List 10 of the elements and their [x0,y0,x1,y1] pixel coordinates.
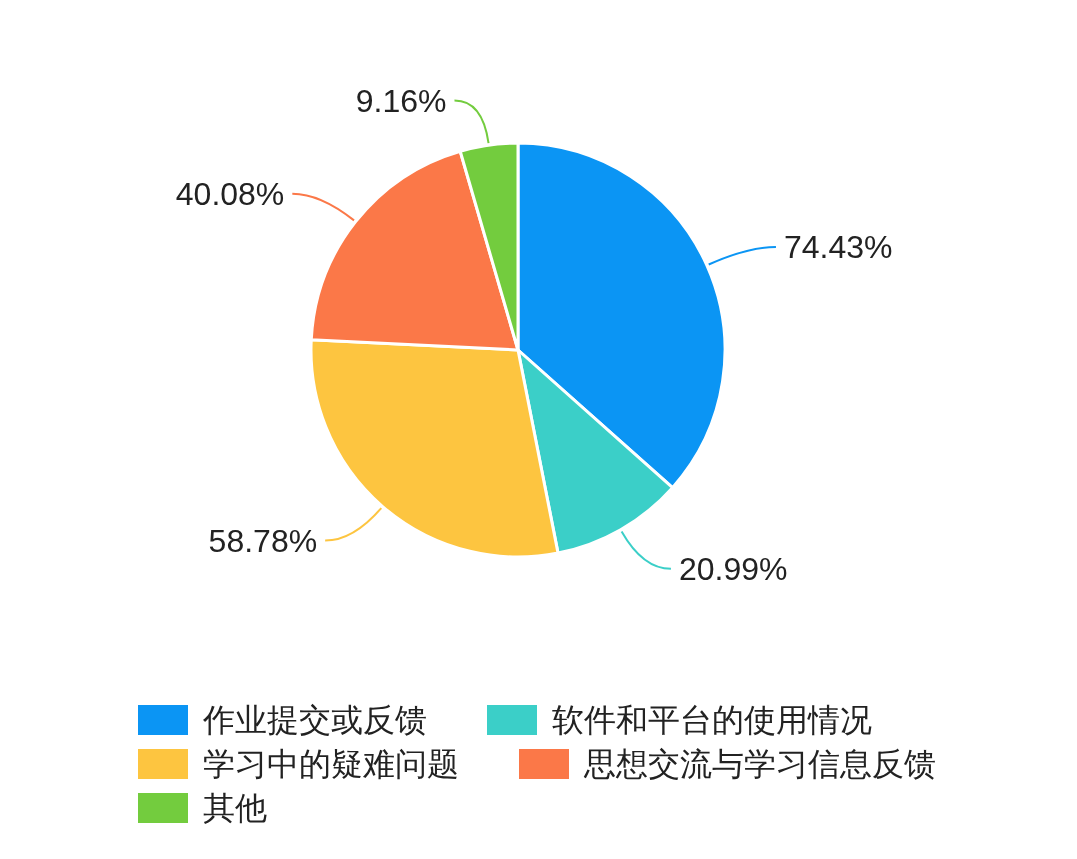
legend-label: 思想交流与学习信息反馈 [583,746,936,782]
legend-label: 学习中的疑难问题 [203,746,459,782]
legend-label: 其他 [203,790,267,826]
legend-label: 软件和平台的使用情况 [552,702,872,738]
data-label: 58.78% [208,522,318,559]
data-label: 20.99% [678,550,788,587]
data-label: 9.16% [355,82,447,119]
data-label: 74.43% [783,228,893,265]
legend-label: 作业提交或反馈 [202,702,427,738]
data-label: 40.08% [175,175,285,212]
